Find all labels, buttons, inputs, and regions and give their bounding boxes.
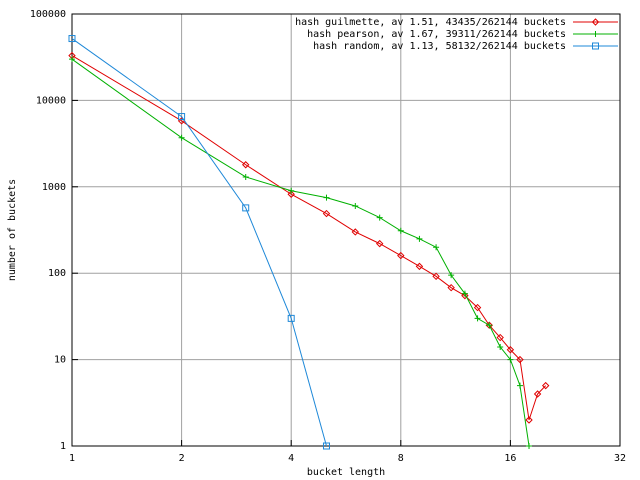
legend-label: hash guilmette, av 1.51, 43435/262144 bu… [295,17,566,28]
marker [432,272,440,281]
marker [288,187,295,194]
marker [592,31,599,37]
y-axis-label: number of buckets [7,179,18,281]
marker [242,173,249,180]
marker [178,113,186,121]
marker [178,134,185,141]
marker [351,228,360,236]
series-line [71,58,530,447]
plot-frame [71,13,621,447]
marker [533,390,542,398]
marker [496,333,504,342]
y-tick-label: 100 [48,268,66,279]
y-tick-label: 1 [60,441,66,452]
marker [526,443,533,449]
y-tick-label: 100000 [30,9,66,20]
legend-label: hash random, av 1.13, 58132/262144 bucke… [313,41,566,52]
marker [433,244,440,251]
marker [461,290,468,297]
marker [397,251,405,260]
x-tick-label: 2 [179,453,185,464]
marker [287,190,295,198]
marker [447,283,455,292]
marker [473,303,482,312]
x-tick-label: 4 [288,453,294,464]
marker [591,18,600,26]
marker [497,343,504,350]
marker [461,291,469,300]
x-tick-label: 16 [504,453,516,464]
x-axis-label: bucket length [307,467,385,478]
marker [415,262,424,271]
marker [506,346,515,354]
marker [323,194,330,201]
marker [322,442,330,450]
marker [541,381,550,390]
y-tick-label: 10 [54,355,66,366]
y-tick-label: 1000 [42,182,66,193]
marker [592,42,599,50]
marker [375,239,384,248]
marker [68,35,76,43]
marker [242,161,250,169]
x-tick-label: 1 [69,453,75,464]
x-tick-label: 8 [398,453,404,464]
marker [507,356,514,363]
marker [322,209,331,218]
marker [69,56,75,63]
marker [352,202,359,209]
marker [486,322,493,329]
marker [448,272,455,279]
y-tick-label: 10000 [36,95,66,106]
series-line [71,38,327,447]
marker [516,355,524,364]
marker [416,235,423,242]
marker [287,314,295,322]
marker [242,204,250,212]
x-tick-label: 32 [614,453,626,464]
marker [516,382,523,389]
marker [376,214,383,221]
marker [397,227,404,234]
marker [525,416,533,424]
marker [474,315,481,322]
legend-label: hash pearson, av 1.67, 39311/262144 buck… [307,29,566,40]
